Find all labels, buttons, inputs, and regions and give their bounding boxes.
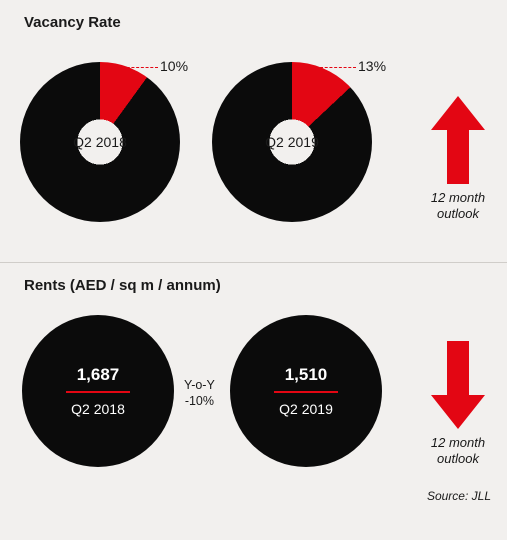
yoy-line: -10%: [185, 394, 214, 408]
vacancy-donut-2018: Q2 2018: [20, 62, 180, 222]
rents-outlook: 12 month outlook: [423, 341, 493, 468]
rents-value: 1,687: [77, 365, 120, 391]
outlook-caption-line: outlook: [437, 451, 479, 466]
rents-circle-2019: 1,510 Q2 2019: [230, 315, 382, 467]
rents-title: Rents (AED / sq m / annum): [0, 263, 507, 294]
leader-line: [122, 67, 158, 68]
leader-line: [320, 67, 356, 68]
outlook-caption: 12 month outlook: [423, 435, 493, 468]
vacancy-pct-2019: 13%: [358, 58, 386, 74]
rents-period: Q2 2019: [279, 393, 333, 417]
outlook-caption: 12 month outlook: [423, 190, 493, 223]
rents-section: Rents (AED / sq m / annum) 1,687 Q2 2018…: [0, 263, 507, 511]
outlook-caption-line: 12 month: [431, 190, 485, 205]
source-label: Source: JLL: [427, 489, 491, 503]
outlook-caption-line: outlook: [437, 206, 479, 221]
arrow-down-icon: [431, 341, 485, 429]
donut-center-label: Q2 2019: [212, 62, 372, 222]
vacancy-rate-title: Vacancy Rate: [0, 0, 507, 31]
vacancy-donut-2019: Q2 2019: [212, 62, 372, 222]
yoy-label: Y-o-Y -10%: [184, 377, 215, 410]
donut-center-label: Q2 2018: [20, 62, 180, 222]
vacancy-outlook: 12 month outlook: [423, 96, 493, 223]
rents-circle-2018: 1,687 Q2 2018: [22, 315, 174, 467]
rents-value: 1,510: [285, 365, 328, 391]
vacancy-pct-2018: 10%: [160, 58, 188, 74]
arrow-up-icon: [431, 96, 485, 184]
outlook-caption-line: 12 month: [431, 435, 485, 450]
vacancy-rate-section: Vacancy Rate Q2 2018 10% Q2 2019 13% 12 …: [0, 0, 507, 263]
rents-period: Q2 2018: [71, 393, 125, 417]
yoy-line: Y-o-Y: [184, 378, 215, 392]
